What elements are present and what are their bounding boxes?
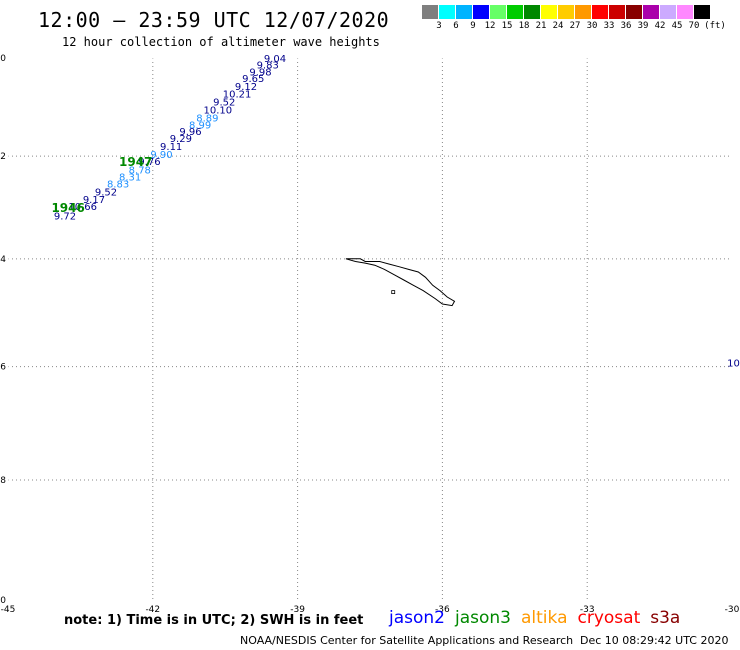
wave-height-label: 9.76 <box>138 157 160 168</box>
lat-label: -58 <box>0 476 6 486</box>
credit-text: NOAA/NESDIS Center for Satellite Applica… <box>240 634 574 647</box>
colorbar-label: 21 <box>535 21 547 31</box>
lon-label: -36 <box>435 605 450 615</box>
satellite-legend-item: cryosat <box>577 608 641 628</box>
satellite-legend-item: s3a <box>650 608 681 628</box>
wave-height-label: 8.78 <box>129 165 151 176</box>
lon-label: -42 <box>145 605 160 615</box>
wave-height-label: 9.04 <box>264 54 286 65</box>
wave-height-label: 8.31 <box>119 172 141 183</box>
colorbar-swatch <box>524 5 541 19</box>
wave-height-label: 9.52 <box>95 188 117 199</box>
satellite-legend-item: jason3 <box>455 608 511 628</box>
colorbar-swatch <box>541 5 558 19</box>
islet <box>391 290 396 295</box>
lon-label: -30 <box>725 605 740 615</box>
wave-height-label: 9.65 <box>242 74 264 85</box>
colorbar-unit: (ft) <box>704 21 726 31</box>
wave-height-label: 9.72 <box>54 211 76 222</box>
lat-label: -60 <box>0 596 6 606</box>
pass-time-label: 1947 <box>119 155 152 169</box>
plot-frame <box>7 57 733 601</box>
colorbar-swatch <box>609 5 626 19</box>
satellite-legend-item: jason2 <box>389 608 445 628</box>
colorbar-swatch <box>558 5 575 19</box>
credit-timestamp: Dec 10 08:29:42 UTC 2020 <box>580 634 729 647</box>
wave-height-label: 9.17 <box>83 195 105 206</box>
wave-height-label: 9.12 <box>235 82 257 93</box>
lat-label: -50 <box>0 54 6 64</box>
colorbar-label: 45 <box>671 21 683 31</box>
wave-height-label: 10.21 <box>223 90 252 101</box>
wave-height-label: 8.83 <box>107 179 129 190</box>
colorbar-label: 15 <box>501 21 513 31</box>
colorbar-swatch <box>677 5 694 19</box>
colorbar-swatch <box>694 5 711 19</box>
colorbar <box>422 5 711 19</box>
wave-height-label: 10.10 <box>203 105 232 116</box>
colorbar-label: 33 <box>603 21 615 31</box>
colorbar-label: 24 <box>552 21 564 31</box>
wave-height-label: 9.90 <box>150 150 172 161</box>
colorbar-swatch <box>660 5 677 19</box>
wave-height-label: 9.52 <box>213 98 235 109</box>
colorbar-label: 70 <box>688 21 700 31</box>
colorbar-swatch <box>507 5 524 19</box>
lon-label: -39 <box>290 605 305 615</box>
colorbar-swatch <box>626 5 643 19</box>
satellite-legend: jason2 jason3 altika cryosat s3a <box>389 608 690 628</box>
wave-height-label: 9.83 <box>257 61 279 72</box>
colorbar-swatch <box>643 5 660 19</box>
colorbar-swatch <box>422 5 439 19</box>
map-subtitle: 12 hour collection of altimeter wave hei… <box>62 35 380 49</box>
footer-note: note: 1) Time is in UTC; 2) SWH is in fe… <box>64 613 364 628</box>
colorbar-swatch <box>439 5 456 19</box>
colorbar-label: 12 <box>484 21 496 31</box>
colorbar-label: 18 <box>518 21 530 31</box>
colorbar-label: 36 <box>620 21 632 31</box>
wave-height-label: 10. <box>727 359 740 370</box>
wave-height-label: 9.29 <box>170 134 192 145</box>
pass-time-label: 1946 <box>51 201 84 215</box>
lat-label: -52 <box>0 152 6 162</box>
colorbar-label: 39 <box>637 21 649 31</box>
colorbar-label: 30 <box>586 21 598 31</box>
colorbar-swatch <box>592 5 609 19</box>
colorbar-swatch <box>473 5 490 19</box>
colorbar-label: 3 <box>436 21 442 31</box>
wave-height-label: 9.96 <box>179 127 201 138</box>
colorbar-label: 9 <box>470 21 476 31</box>
south-georgia-coastline <box>345 258 456 307</box>
wave-height-label: 9.98 <box>249 67 271 78</box>
wave-height-label: 8.89 <box>196 113 218 124</box>
satellite-legend-item: altika <box>521 608 568 628</box>
map-title: 12:00 – 23:59 UTC 12/07/2020 <box>38 8 390 32</box>
lat-label: -56 <box>0 363 6 373</box>
wave-height-label: 8.99 <box>189 120 211 131</box>
colorbar-swatch <box>456 5 473 19</box>
colorbar-label: 42 <box>654 21 666 31</box>
colorbar-label: 27 <box>569 21 581 31</box>
colorbar-swatch <box>490 5 507 19</box>
lon-label: -33 <box>580 605 595 615</box>
lon-label: -45 <box>1 605 16 615</box>
wave-height-label: 9.11 <box>160 142 182 153</box>
colorbar-label: 6 <box>453 21 459 31</box>
wave-height-label: 10.66 <box>68 202 97 213</box>
lat-label: -54 <box>0 255 6 265</box>
colorbar-swatch <box>575 5 592 19</box>
